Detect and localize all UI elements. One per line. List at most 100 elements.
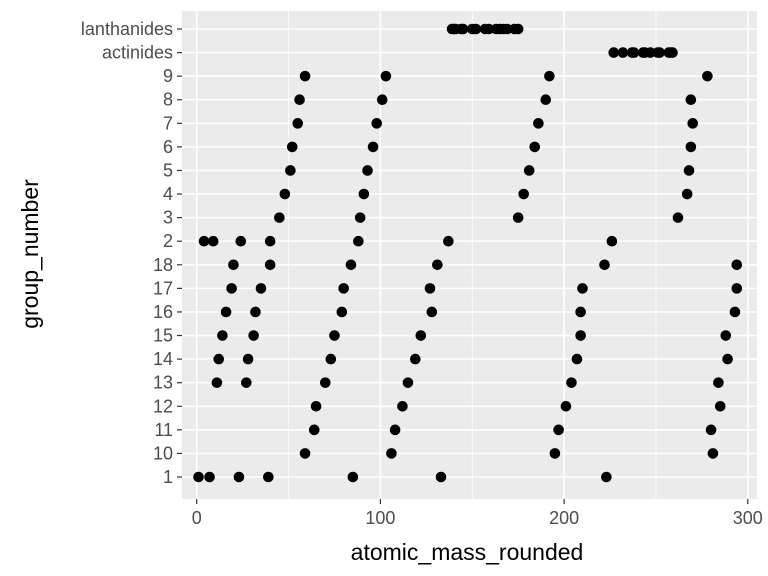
data-point <box>432 259 443 271</box>
y-tick-label: 15 <box>153 326 173 346</box>
data-point <box>228 259 239 271</box>
data-point <box>410 353 421 365</box>
data-point <box>529 141 541 153</box>
data-point <box>263 471 274 483</box>
data-point <box>336 306 348 318</box>
data-point <box>279 188 291 200</box>
y-tick-label: 7 <box>163 113 173 133</box>
data-point <box>457 23 469 35</box>
data-point <box>560 400 572 412</box>
data-point <box>667 47 678 58</box>
y-tick-label: 4 <box>163 184 173 204</box>
data-point <box>264 259 276 271</box>
data-point <box>435 471 447 483</box>
y-tick-label: 5 <box>163 160 173 180</box>
x-tick-label: 200 <box>549 508 579 528</box>
data-point <box>533 118 544 129</box>
y-tick-label: 16 <box>153 302 173 322</box>
data-point <box>470 23 482 35</box>
data-point <box>274 212 285 223</box>
data-point <box>731 259 743 271</box>
data-point <box>617 47 629 58</box>
y-tick-label: 3 <box>163 208 173 228</box>
data-point <box>672 212 684 223</box>
data-point <box>714 400 726 412</box>
data-point <box>242 353 254 365</box>
data-point <box>371 118 383 129</box>
data-point <box>654 47 665 58</box>
data-point <box>362 165 373 176</box>
data-point <box>308 424 320 436</box>
y-axis: 1 10 11 12 13 14 15 16 17 18 2 3 4 5 6 7 8 9 actinides lant… <box>81 19 182 487</box>
data-point <box>577 283 588 294</box>
y-tick-label: 1 <box>163 467 173 487</box>
data-point <box>397 400 408 412</box>
y-tick-label: 13 <box>153 373 173 393</box>
data-point <box>233 471 245 483</box>
data-point <box>518 188 529 200</box>
data-point <box>729 306 741 318</box>
data-point <box>250 306 261 318</box>
data-point <box>681 188 693 200</box>
data-point <box>544 70 555 82</box>
data-point <box>501 23 513 35</box>
y-tick-label: 10 <box>153 443 173 463</box>
data-point <box>722 353 733 365</box>
data-point <box>240 377 252 388</box>
data-point <box>720 330 732 341</box>
data-point <box>575 306 586 318</box>
data-point <box>553 424 564 436</box>
data-point <box>713 377 724 388</box>
data-point <box>402 377 414 388</box>
data-point <box>226 283 237 294</box>
data-point <box>601 471 612 483</box>
y-tick-label: 6 <box>163 137 173 157</box>
data-point <box>198 235 210 247</box>
data-point <box>338 283 349 294</box>
data-point <box>345 259 357 271</box>
data-point <box>426 306 438 318</box>
x-tick-label: 300 <box>733 508 763 528</box>
data-point <box>512 212 524 223</box>
data-point <box>380 70 392 82</box>
y-tick-label: 8 <box>163 90 173 110</box>
data-point <box>702 70 713 82</box>
data-point <box>213 353 225 365</box>
data-point <box>235 235 247 247</box>
data-point <box>443 235 454 247</box>
data-point <box>707 448 719 459</box>
grid-lines <box>182 11 757 499</box>
data-point <box>483 23 495 35</box>
data-point <box>193 471 204 483</box>
data-point <box>367 141 379 153</box>
data-point <box>248 330 259 341</box>
plot-panel <box>182 11 757 499</box>
data-point <box>319 377 331 388</box>
x-axis: 0 100 200 300 <box>192 499 763 528</box>
data-point <box>285 165 296 176</box>
data-point <box>207 235 219 247</box>
y-tick-label: 11 <box>154 420 173 440</box>
data-point <box>599 259 610 271</box>
data-point <box>683 165 695 176</box>
y-tick-label: actinides <box>102 43 173 63</box>
data-point <box>540 94 552 106</box>
data-point <box>376 94 388 106</box>
x-axis-title: atomic_mass_rounded <box>351 539 584 565</box>
data-point <box>310 400 322 412</box>
data-point <box>731 283 743 294</box>
data-point <box>220 306 232 318</box>
data-point <box>286 141 298 153</box>
data-point <box>606 235 618 247</box>
y-tick-label: lanthanides <box>81 19 173 39</box>
y-tick-label: 12 <box>153 396 173 416</box>
data-point <box>211 377 223 388</box>
y-tick-label: 18 <box>153 255 173 275</box>
data-point <box>566 377 577 388</box>
data-point <box>255 283 267 294</box>
data-point <box>415 330 427 341</box>
data-point <box>358 188 370 200</box>
data-point <box>637 47 649 58</box>
data-point <box>685 94 697 106</box>
